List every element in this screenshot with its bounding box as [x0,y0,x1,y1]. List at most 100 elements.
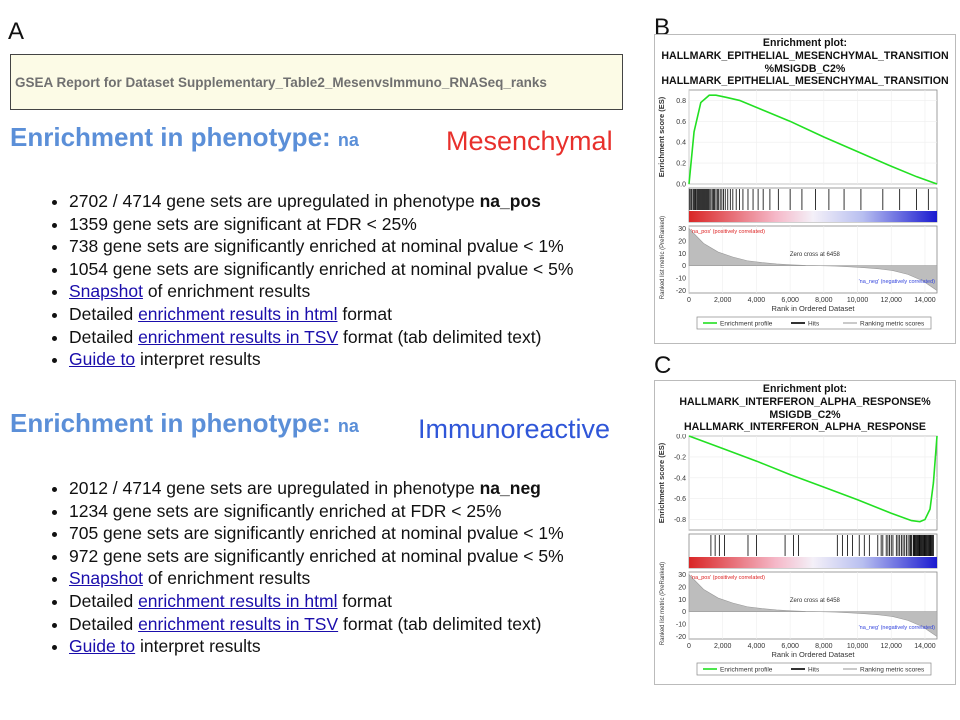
result-item: Detailed enrichment results in TSV forma… [69,613,564,636]
metric-tick-label: 0 [682,263,686,270]
item-text: 972 gene sets are significantly enriched… [69,545,564,566]
result-item: Guide to interpret results [69,635,564,658]
result-item: Detailed enrichment results in html form… [69,590,564,613]
section-heading-text: Enrichment in phenotype: [10,408,331,438]
metric-axis-label: Ranked list metric (PreRanked) [660,216,666,299]
enrichment-chart-b: 0.0 0.2 0.4 0.6 0.8 -20 -10 0 10 20 30 Zero cross a… [657,89,938,330]
item-text: Detailed [69,590,139,611]
metric-tick-label: 10 [678,251,686,258]
result-link[interactable]: Guide to [69,349,136,370]
x-tick-label: 2,000 [714,643,732,650]
legend-label: Hits [808,321,820,328]
y-tick-label: 0.2 [676,161,686,168]
metric-tick-label: -20 [676,634,686,641]
x-tick-label: 10,000 [847,643,869,650]
y-tick-label: -0.2 [674,455,686,462]
result-link[interactable]: Guide to [69,636,136,657]
plot-title-c: Enrichment plot: HALLMARK_INTERFERON_ALP… [655,383,955,434]
ranking-gradient-bar [689,557,937,569]
plot-title-line: HALLMARK_INTERFERON_ALPHA_RESPONSE [684,421,926,434]
phenotype-name: na_pos [479,191,541,211]
result-item: 705 gene sets are significantly enriched… [69,522,564,545]
x-tick-label: 6,000 [781,297,799,304]
legend-label: Hits [808,667,820,674]
item-text: Detailed [69,326,139,347]
legend-label: Ranking metric scores [860,667,925,674]
y-tick-label: -0.4 [674,475,686,482]
result-link[interactable]: enrichment results in html [138,590,338,611]
results-list-pos: 2702 / 4714 gene sets are upregulated in… [42,190,573,371]
result-item: Snapshot of enrichment results [69,567,564,590]
result-link[interactable]: enrichment results in html [138,303,338,324]
result-item: 1234 gene sets are significantly enriche… [69,500,564,523]
plot-title-line: Enrichment plot: [762,383,848,395]
x-tick-label: 4,000 [748,643,766,650]
pos-phenotype-label: 'na_pos' (positively correlated) [691,575,765,581]
metric-tick-label: -20 [676,288,686,295]
neg-phenotype-label: 'na_neg' (negatively correlated) [859,279,936,285]
legend-label: Enrichment profile [720,321,773,328]
result-item: Detailed enrichment results in html form… [69,303,573,326]
phenotype-tag-immunoreactive: Immunoreactive [418,414,611,444]
item-text: of enrichment results [142,568,311,589]
panel-label-c: C [654,352,672,379]
enrichment-profile-line [688,435,938,523]
x-axis-label: Rank in Ordered Dataset [772,650,856,659]
panel-label-a: A [8,18,25,45]
legend-box [696,662,932,676]
result-link[interactable]: Snapshot [69,281,143,302]
item-text: 2012 / 4714 gene sets are upregulated in… [69,478,480,498]
plot-title-line: HALLMARK_INTERFERON_ALPHA_RESPONSE% [679,395,931,408]
plot-title-line: HALLMARK_EPITHELIAL_MESENCHYMAL_TRANSITI… [661,75,949,88]
item-text: interpret results [135,349,261,370]
result-link[interactable]: Snapshot [69,568,143,589]
metric-axis-label: Ranked list metric (PreRanked) [660,562,666,645]
x-axis-label: Rank in Ordered Dataset [772,304,856,313]
x-tick-label: 10,000 [847,297,869,304]
result-link[interactable]: enrichment results in TSV [138,613,339,634]
enrichment-plot-c: Enrichment plot: HALLMARK_INTERFERON_ALP… [654,380,956,685]
zero-cross-label: Zero cross at 6458 [790,252,841,258]
section-heading-pos: Enrichment in phenotype: na [10,122,359,153]
item-text: 738 gene sets are significantly enriched… [69,236,564,257]
y-tick-label: -0.8 [674,517,686,524]
item-text: 2702 / 4714 gene sets are upregulated in… [69,191,480,211]
item-text: Detailed [69,613,139,634]
item-text: interpret results [135,636,261,657]
section-heading-suffix: na [337,130,359,150]
x-tick-label: 14,000 [914,297,936,304]
phenotype-tag-mesenchymal: Mesenchymal [446,126,613,156]
metric-tick-label: -10 [676,276,686,283]
y-tick-label: 0.8 [676,98,686,105]
x-tick-label: 6,000 [781,643,799,650]
x-tick-label: 8,000 [815,643,833,650]
results-list-neg: 2012 / 4714 gene sets are upregulated in… [42,477,564,658]
x-tick-label: 14,000 [914,643,936,650]
y-axis-label: Enrichment score (ES) [657,442,666,523]
item-text: format [337,590,392,611]
result-item: Detailed enrichment results in TSV forma… [69,326,573,349]
neg-phenotype-label: 'na_neg' (negatively correlated) [859,625,936,631]
metric-tick-label: 0 [682,609,686,616]
item-text: format (tab delimited text) [338,613,542,634]
y-tick-label: 0.0 [676,182,686,189]
report-title: GSEA Report for Dataset Supplementary_Ta… [15,74,547,90]
section-heading-text: Enrichment in phenotype: [10,122,331,152]
enrichment-chart-c: 0.0 -0.2 -0.4 -0.6 -0.8 -20 -10 0 10 20 30 Zero cro… [657,434,938,676]
item-text: 1359 gene sets are significant at FDR < … [69,213,417,234]
plot-title-b: Enrichment plot: HALLMARK_EPITHELIAL_MES… [655,37,955,88]
plot-title-line: %MSIGDB_C2% [764,62,846,75]
y-tick-label: 0.0 [676,434,686,441]
zero-cross-label: Zero cross at 6458 [790,598,841,604]
result-link[interactable]: enrichment results in TSV [138,326,339,347]
y-tick-label: -0.6 [674,496,686,503]
metric-tick-label: 20 [678,585,686,592]
y-tick-label: 0.6 [676,119,686,126]
result-item: 1359 gene sets are significant at FDR < … [69,213,573,236]
x-tick-label: 4,000 [748,297,766,304]
item-text: format (tab delimited text) [338,326,542,347]
result-item: Snapshot of enrichment results [69,280,573,303]
result-item: 2702 / 4714 gene sets are upregulated in… [69,190,573,213]
x-tick-label: 12,000 [881,297,903,304]
plot-title-line: Enrichment plot: [762,37,848,49]
